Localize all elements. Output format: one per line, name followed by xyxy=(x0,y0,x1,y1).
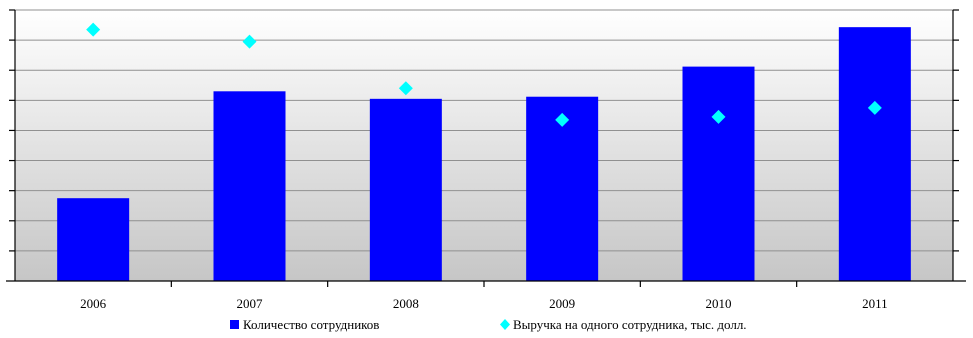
bar-2008 xyxy=(369,98,442,281)
bars-series xyxy=(57,27,911,282)
bar-2006 xyxy=(57,198,130,281)
legend-label-revenue: Выручка на одного сотрудника, тыс. долл. xyxy=(513,317,747,332)
point-2011 xyxy=(867,100,882,115)
axes xyxy=(6,9,966,287)
bar-2007 xyxy=(213,91,286,281)
point-2009 xyxy=(555,112,570,127)
point-2008 xyxy=(398,81,413,96)
legend-swatch-revenue xyxy=(500,319,510,330)
x-tick-label: 2008 xyxy=(393,296,419,311)
point-2010 xyxy=(711,109,726,124)
point-2007 xyxy=(242,34,257,49)
legend-swatch-employees xyxy=(230,320,239,329)
x-tick-label: 2007 xyxy=(237,296,264,311)
x-tick-labels: 2006 2007 2008 2009 2010 2011 xyxy=(80,296,887,311)
gridlines xyxy=(15,9,953,252)
bar-2009 xyxy=(526,96,599,281)
x-tick-label: 2006 xyxy=(80,296,107,311)
point-2006 xyxy=(86,22,101,37)
x-tick-label: 2010 xyxy=(706,296,732,311)
bar-2011 xyxy=(838,27,911,282)
x-tick-label: 2011 xyxy=(862,296,888,311)
legend: Количество сотрудников Выручка на одного… xyxy=(230,317,747,332)
points-series xyxy=(86,22,882,127)
bar-2010 xyxy=(682,66,755,281)
legend-label-employees: Количество сотрудников xyxy=(243,317,379,332)
plot-area xyxy=(15,10,953,281)
x-tick-label: 2009 xyxy=(549,296,575,311)
